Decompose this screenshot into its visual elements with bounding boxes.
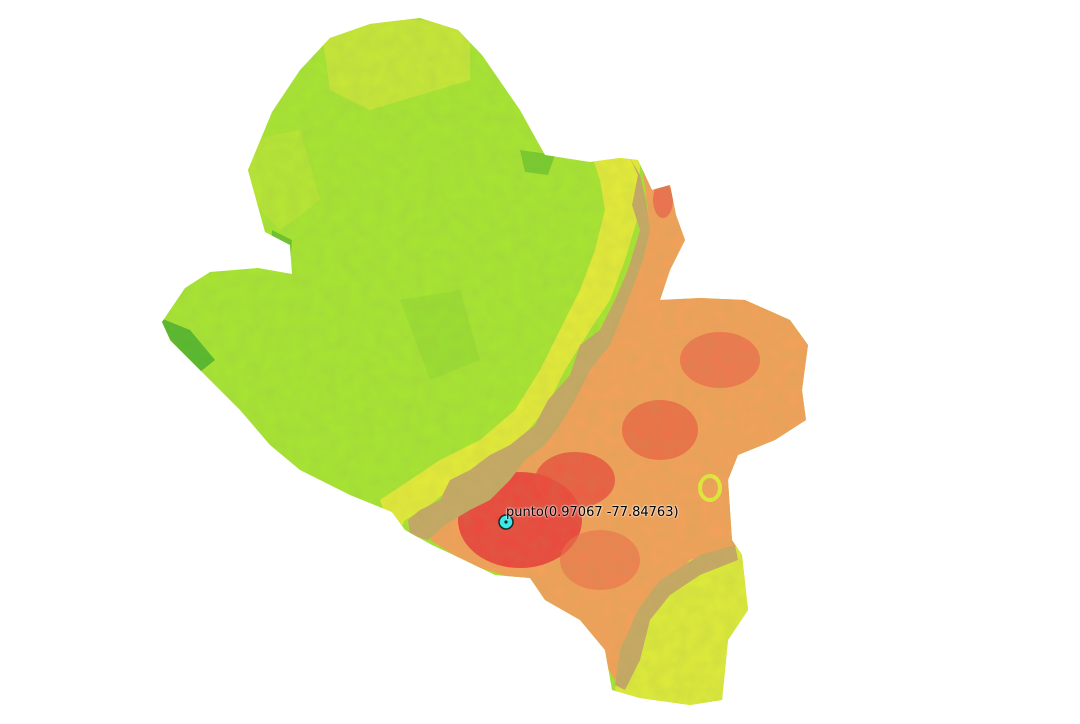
raster-surface — [162, 18, 808, 705]
point-label: punto(0.97067 -77.84763) — [506, 505, 679, 520]
texture-overlay — [162, 18, 808, 705]
marker-center-dot — [504, 520, 508, 524]
point-marker[interactable] — [498, 514, 514, 530]
